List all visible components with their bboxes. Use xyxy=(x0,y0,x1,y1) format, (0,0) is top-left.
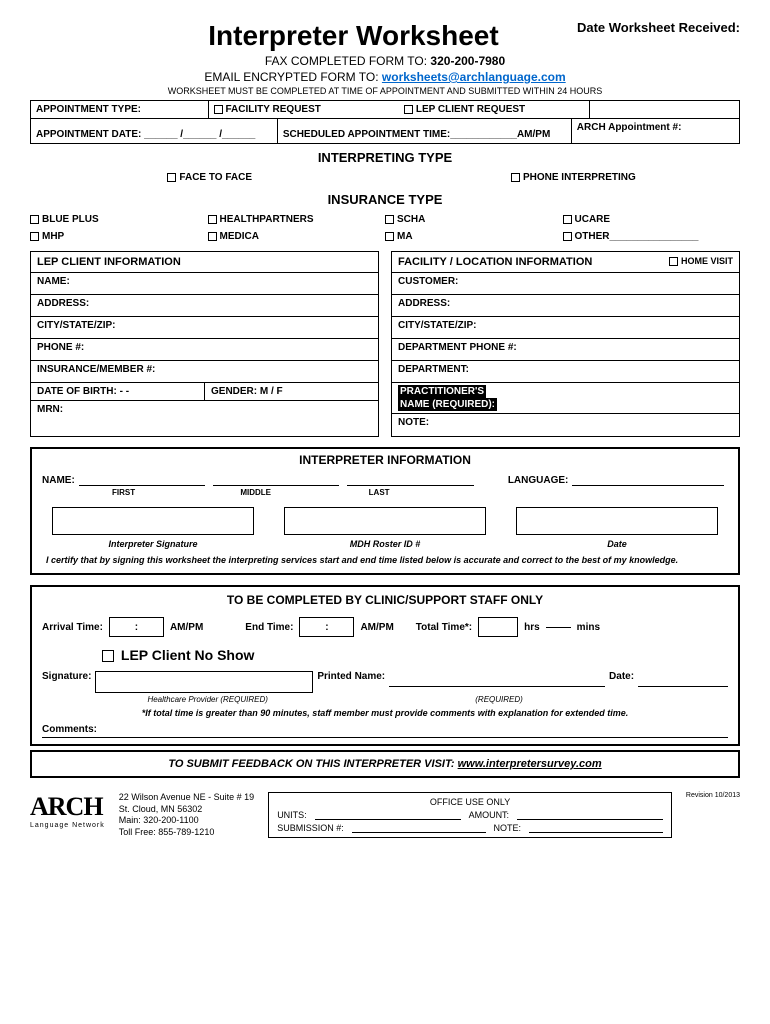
ins-row2: MHP MEDICA MA OTHER________________ xyxy=(30,228,740,245)
other-checkbox[interactable] xyxy=(563,232,572,241)
lep-client-box: LEP CLIENT INFORMATION NAME: ADDRESS: CI… xyxy=(30,251,379,437)
address: 22 Wilson Avenue NE - Suite # 19 St. Clo… xyxy=(119,792,254,839)
lep-csz[interactable]: CITY/STATE/ZIP: xyxy=(31,317,378,339)
interp-lang[interactable] xyxy=(572,475,724,486)
lep-phone[interactable]: PHONE #: xyxy=(31,339,378,361)
noshow-checkbox[interactable] xyxy=(102,650,114,662)
appt-date[interactable]: APPOINTMENT DATE: ______ /______ /______ xyxy=(31,119,278,143)
interp-middle[interactable] xyxy=(213,475,339,486)
sched-time[interactable]: SCHEDULED APPOINTMENT TIME:____________A… xyxy=(278,119,572,143)
staff-sig[interactable] xyxy=(95,671,313,693)
arrival-time[interactable]: : xyxy=(109,617,164,637)
interp-type-row: FACE TO FACE PHONE INTERPRETING xyxy=(30,169,740,186)
interp-type-title: INTERPRETING TYPE xyxy=(30,150,740,165)
f2f-checkbox[interactable] xyxy=(167,173,176,182)
mdh-box[interactable] xyxy=(284,507,486,535)
lep-gender[interactable]: GENDER: M / F xyxy=(205,383,378,401)
fac-dept-phone[interactable]: DEPARTMENT PHONE #: xyxy=(392,339,739,361)
interp-first[interactable] xyxy=(79,475,205,486)
facility-box: FACILITY / LOCATION INFORMATION HOME VIS… xyxy=(391,251,740,437)
info-columns: LEP CLIENT INFORMATION NAME: ADDRESS: CI… xyxy=(30,251,740,437)
lep-checkbox[interactable] xyxy=(404,105,413,114)
lep-mrn[interactable]: MRN: xyxy=(31,401,378,423)
units-field[interactable] xyxy=(315,810,461,820)
total-hrs[interactable] xyxy=(478,617,518,637)
feedback-url[interactable]: www.interpretersurvey.com xyxy=(458,758,602,770)
revision: Revision 10/2013 xyxy=(686,792,740,799)
interp-last[interactable] xyxy=(347,475,473,486)
interp-lang-label: LANGUAGE: xyxy=(508,475,569,486)
total-mins[interactable] xyxy=(546,627,571,628)
feedback-box: TO SUBMIT FEEDBACK ON THIS INTERPRETER V… xyxy=(30,750,740,778)
mhp-checkbox[interactable] xyxy=(30,232,39,241)
email-link[interactable]: worksheets@archlanguage.com xyxy=(382,70,566,84)
interp-title: INTERPRETER INFORMATION xyxy=(42,453,728,467)
phone-checkbox[interactable] xyxy=(511,173,520,182)
arch-appt-num[interactable]: ARCH Appointment #: xyxy=(572,119,739,143)
footer: ARCH Language Network 22 Wilson Avenue N… xyxy=(30,792,740,839)
office-box: OFFICE USE ONLY UNITS: AMOUNT: SUBMISSIO… xyxy=(268,792,672,838)
interp-sig-box[interactable] xyxy=(52,507,254,535)
fac-csz[interactable]: CITY/STATE/ZIP: xyxy=(392,317,739,339)
facility-checkbox[interactable] xyxy=(214,105,223,114)
logo-block: ARCH Language Network xyxy=(30,792,105,829)
noshow-row: LEP Client No Show xyxy=(102,647,728,663)
fac-dept[interactable]: DEPARTMENT: xyxy=(392,361,739,383)
lep-name[interactable]: NAME: xyxy=(31,273,378,295)
ins-row1: BLUE PLUS HEALTHPARTNERS SCHA UCARE xyxy=(30,211,740,228)
staff-box: TO BE COMPLETED BY CLINIC/SUPPORT STAFF … xyxy=(30,585,740,746)
fac-customer[interactable]: CUSTOMER: xyxy=(392,273,739,295)
appointment-box: APPOINTMENT TYPE: FACILITY REQUEST LEP C… xyxy=(30,100,740,144)
interp-name-label: NAME: xyxy=(42,475,75,486)
lep-dob[interactable]: DATE OF BIRTH: - - xyxy=(31,383,205,401)
sub-field[interactable] xyxy=(352,823,486,833)
fac-address[interactable]: ADDRESS: xyxy=(392,295,739,317)
lep-insmem[interactable]: INSURANCE/MEMBER #: xyxy=(31,361,378,383)
scha-checkbox[interactable] xyxy=(385,215,394,224)
staff-title: TO BE COMPLETED BY CLINIC/SUPPORT STAFF … xyxy=(42,593,728,607)
hp-checkbox[interactable] xyxy=(208,215,217,224)
end-time[interactable]: : xyxy=(299,617,354,637)
home-checkbox[interactable] xyxy=(669,257,678,266)
staff-date[interactable] xyxy=(638,671,728,687)
staff-note: *If total time is greater than 90 minute… xyxy=(42,708,728,718)
note-field[interactable] xyxy=(529,823,663,833)
appt-type-label: APPOINTMENT TYPE: xyxy=(31,101,209,118)
page-title: Interpreter Worksheet xyxy=(130,20,577,52)
comments[interactable]: Comments: xyxy=(42,724,728,738)
fac-pract[interactable]: PRACTITIONER'S NAME (REQUIRED): xyxy=(392,383,739,414)
ins-title: INSURANCE TYPE xyxy=(30,192,740,207)
date-received-label: Date Worksheet Received: xyxy=(577,20,740,35)
header-row: Interpreter Worksheet Date Worksheet Rec… xyxy=(30,20,740,52)
lep-address[interactable]: ADDRESS: xyxy=(31,295,378,317)
blue-checkbox[interactable] xyxy=(30,215,39,224)
interp-date-box[interactable] xyxy=(516,507,718,535)
printed-name[interactable] xyxy=(389,671,605,687)
ma-checkbox[interactable] xyxy=(385,232,394,241)
fac-note[interactable]: NOTE: xyxy=(392,414,739,436)
cert-text: I certify that by signing this worksheet… xyxy=(42,555,728,565)
amount-field[interactable] xyxy=(517,810,663,820)
email-line: EMAIL ENCRYPTED FORM TO: worksheets@arch… xyxy=(30,70,740,84)
interpreter-box: INTERPRETER INFORMATION NAME: LANGUAGE: … xyxy=(30,447,740,575)
ucare-checkbox[interactable] xyxy=(563,215,572,224)
medica-checkbox[interactable] xyxy=(208,232,217,241)
fax-line: FAX COMPLETED FORM TO: 320-200-7980 xyxy=(30,54,740,68)
header-note: WORKSHEET MUST BE COMPLETED AT TIME OF A… xyxy=(30,86,740,96)
